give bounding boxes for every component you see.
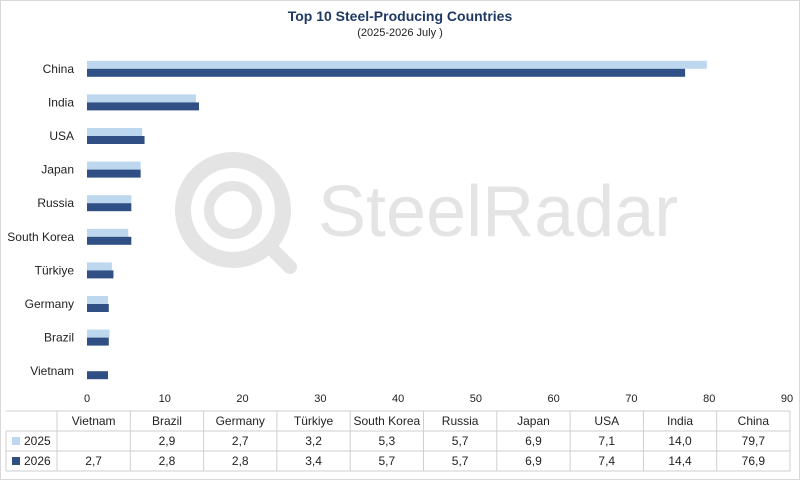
category-label-china: China <box>43 62 75 76</box>
bar-2025-germany <box>87 296 108 304</box>
legend-swatch-2025 <box>12 437 20 445</box>
table-header-cell: Brazil <box>152 414 182 428</box>
table-header-cell: Vietnam <box>72 414 116 428</box>
table-value-cell: 3,2 <box>305 434 322 448</box>
bar-2025-russia <box>87 195 132 204</box>
x-tick-label-70: 70 <box>625 393 637 405</box>
table-header-cell: Japan <box>517 414 550 428</box>
x-tick-label-10: 10 <box>159 393 171 405</box>
bar-2026-china <box>87 68 686 77</box>
bar-2026-russia <box>87 203 132 212</box>
x-tick-label-20: 20 <box>236 393 248 405</box>
bar-2025-china <box>87 60 707 69</box>
bar-2026-brazil <box>87 337 109 346</box>
table-header-cell: China <box>738 414 770 428</box>
bar-2025-south-korea <box>87 228 129 237</box>
watermark-logo-tail <box>261 238 297 274</box>
watermark-logo-ring <box>175 152 291 268</box>
table-value-cell: 79,7 <box>742 434 766 448</box>
table-value-cell: 5,7 <box>452 454 469 468</box>
table-value-cell: 2,8 <box>159 454 176 468</box>
legend-label-2026: 2026 <box>24 454 51 468</box>
bar-2026-india <box>87 102 199 111</box>
category-label-south-korea: South Korea <box>7 230 74 244</box>
table-header-cell: USA <box>594 414 619 428</box>
x-tick-label-0: 0 <box>84 393 90 405</box>
watermark-text: SteelRadar <box>318 172 678 252</box>
bar-2026-japan <box>87 169 141 178</box>
category-label-brazil: Brazil <box>44 331 74 345</box>
chart-subtitle: (2025-2026 July ) <box>357 27 443 39</box>
table-value-cell: 14,4 <box>668 454 692 468</box>
table-header-cell: Türkiye <box>294 414 334 428</box>
legend-swatch-2026 <box>12 457 20 465</box>
category-label-russia: Russia <box>37 196 74 210</box>
table-value-cell: 5,7 <box>452 434 469 448</box>
category-label-t-rkiye: Türkiye <box>35 263 75 277</box>
bar-2025-india <box>87 94 196 103</box>
table-value-cell: 2,9 <box>159 434 176 448</box>
table-header-cell: India <box>667 414 693 428</box>
category-label-vietnam: Vietnam <box>30 364 74 378</box>
bar-2026-usa <box>87 136 145 144</box>
table-value-cell: 2,8 <box>232 454 249 468</box>
x-tick-label-80: 80 <box>703 393 715 405</box>
legend-label-2025: 2025 <box>24 434 51 448</box>
watermark-logo-inner <box>204 181 262 239</box>
category-label-usa: USA <box>49 129 74 143</box>
watermark: SteelRadar <box>175 152 678 274</box>
chart-title: Top 10 Steel-Producing Countries <box>287 8 513 24</box>
table-value-cell: 76,9 <box>742 454 766 468</box>
category-label-india: India <box>48 95 74 109</box>
category-label-germany: Germany <box>25 297 74 311</box>
bar-2025-brazil <box>87 329 110 338</box>
table-value-cell: 3,4 <box>305 454 322 468</box>
bar-2025-usa <box>87 128 143 136</box>
table-value-cell: 5,3 <box>379 434 396 448</box>
x-tick-label-30: 30 <box>314 393 326 405</box>
bar-2025-japan <box>87 161 141 170</box>
x-tick-label-60: 60 <box>548 393 560 405</box>
category-label-japan: Japan <box>41 163 74 177</box>
table-value-cell: 6,9 <box>525 454 542 468</box>
bar-2026-south-korea <box>87 236 132 245</box>
table-header-cell: Russia <box>442 414 479 428</box>
x-tick-label-40: 40 <box>392 393 404 405</box>
table-header-cell: Germany <box>216 414 265 428</box>
bar-2025-t-rkiye <box>87 262 112 271</box>
bar-2026-t-rkiye <box>87 270 114 279</box>
table-value-cell: 6,9 <box>525 434 542 448</box>
table-value-cell: 5,7 <box>379 454 396 468</box>
table-value-cell: 2,7 <box>85 454 102 468</box>
bar-2026-vietnam <box>87 371 108 380</box>
bar-2026-germany <box>87 304 109 312</box>
x-tick-label-90: 90 <box>781 393 793 405</box>
table-value-cell: 7,1 <box>598 434 615 448</box>
table-value-cell: 2,7 <box>232 434 249 448</box>
table-value-cell: 7,4 <box>598 454 615 468</box>
table-value-cell: 14,0 <box>668 434 692 448</box>
x-tick-label-50: 50 <box>470 393 482 405</box>
table-header-cell: South Korea <box>353 414 420 428</box>
